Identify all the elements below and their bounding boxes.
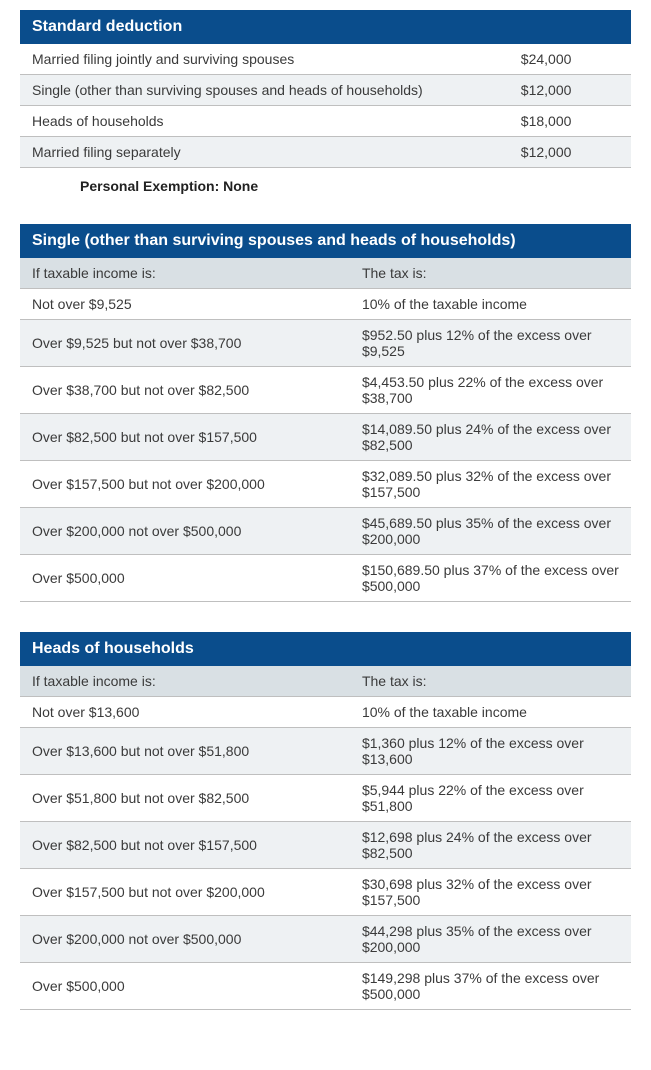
table-row: Over $500,000$149,298 plus 37% of the ex… (20, 963, 631, 1010)
bracket-tax: $150,689.50 plus 37% of the excess over … (350, 555, 631, 602)
standard-deduction-table: Married filing jointly and surviving spo… (20, 44, 631, 168)
bracket-tax: $1,360 plus 12% of the excess over $13,6… (350, 728, 631, 775)
col-income-header: If taxable income is: (20, 666, 350, 697)
bracket-income: Over $157,500 but not over $200,000 (20, 461, 350, 508)
single-brackets-subheader: If taxable income is: The tax is: (20, 258, 631, 289)
table-row: Over $157,500 but not over $200,000$30,6… (20, 869, 631, 916)
bracket-income: Over $51,800 but not over $82,500 (20, 775, 350, 822)
bracket-income: Over $9,525 but not over $38,700 (20, 320, 350, 367)
table-row: Married filing separately$12,000 (20, 137, 631, 168)
hoh-brackets-rows: Not over $13,60010% of the taxable incom… (20, 697, 631, 1010)
deduction-label: Heads of households (20, 106, 509, 137)
table-row: Over $82,500 but not over $157,500$14,08… (20, 414, 631, 461)
bracket-income: Not over $13,600 (20, 697, 350, 728)
hoh-brackets-table: If taxable income is: The tax is: Not ov… (20, 666, 631, 1010)
deduction-amount: $18,000 (509, 106, 631, 137)
table-row: Not over $13,60010% of the taxable incom… (20, 697, 631, 728)
table-row: Heads of households$18,000 (20, 106, 631, 137)
hoh-brackets-subheader: If taxable income is: The tax is: (20, 666, 631, 697)
bracket-tax: $4,453.50 plus 22% of the excess over $3… (350, 367, 631, 414)
standard-deduction-section: Standard deduction Married filing jointl… (20, 10, 631, 194)
table-row: Over $200,000 not over $500,000$45,689.5… (20, 508, 631, 555)
deduction-amount: $12,000 (509, 75, 631, 106)
bracket-tax: $952.50 plus 12% of the excess over $9,5… (350, 320, 631, 367)
deduction-label: Married filing separately (20, 137, 509, 168)
bracket-income: Over $82,500 but not over $157,500 (20, 822, 350, 869)
deduction-label: Married filing jointly and surviving spo… (20, 44, 509, 75)
table-row: Over $13,600 but not over $51,800$1,360 … (20, 728, 631, 775)
bracket-tax: $32,089.50 plus 32% of the excess over $… (350, 461, 631, 508)
col-income-header: If taxable income is: (20, 258, 350, 289)
table-row: Over $82,500 but not over $157,500$12,69… (20, 822, 631, 869)
deduction-label: Single (other than surviving spouses and… (20, 75, 509, 106)
table-row: Over $38,700 but not over $82,500$4,453.… (20, 367, 631, 414)
bracket-tax: 10% of the taxable income (350, 697, 631, 728)
col-tax-header: The tax is: (350, 258, 631, 289)
col-tax-header: The tax is: (350, 666, 631, 697)
bracket-tax: $14,089.50 plus 24% of the excess over $… (350, 414, 631, 461)
bracket-income: Over $13,600 but not over $51,800 (20, 728, 350, 775)
single-brackets-title: Single (other than surviving spouses and… (20, 224, 631, 258)
table-row: Single (other than surviving spouses and… (20, 75, 631, 106)
table-row: Over $9,525 but not over $38,700$952.50 … (20, 320, 631, 367)
standard-deduction-title: Standard deduction (20, 10, 631, 44)
table-row: Over $157,500 but not over $200,000$32,0… (20, 461, 631, 508)
table-row: Not over $9,52510% of the taxable income (20, 289, 631, 320)
bracket-tax: $45,689.50 plus 35% of the excess over $… (350, 508, 631, 555)
table-row: Married filing jointly and surviving spo… (20, 44, 631, 75)
bracket-income: Not over $9,525 (20, 289, 350, 320)
single-brackets-section: Single (other than surviving spouses and… (20, 224, 631, 602)
bracket-tax: $12,698 plus 24% of the excess over $82,… (350, 822, 631, 869)
deduction-amount: $24,000 (509, 44, 631, 75)
bracket-income: Over $500,000 (20, 963, 350, 1010)
deduction-amount: $12,000 (509, 137, 631, 168)
bracket-tax: $44,298 plus 35% of the excess over $200… (350, 916, 631, 963)
bracket-tax: $30,698 plus 32% of the excess over $157… (350, 869, 631, 916)
table-row: Over $51,800 but not over $82,500$5,944 … (20, 775, 631, 822)
bracket-income: Over $82,500 but not over $157,500 (20, 414, 350, 461)
personal-exemption-note: Personal Exemption: None (20, 168, 631, 194)
bracket-income: Over $200,000 not over $500,000 (20, 508, 350, 555)
hoh-brackets-section: Heads of households If taxable income is… (20, 632, 631, 1010)
single-brackets-rows: Not over $9,52510% of the taxable income… (20, 289, 631, 602)
bracket-income: Over $200,000 not over $500,000 (20, 916, 350, 963)
standard-deduction-rows: Married filing jointly and surviving spo… (20, 44, 631, 168)
single-brackets-table: If taxable income is: The tax is: Not ov… (20, 258, 631, 602)
bracket-income: Over $500,000 (20, 555, 350, 602)
bracket-tax: $5,944 plus 22% of the excess over $51,8… (350, 775, 631, 822)
table-row: Over $200,000 not over $500,000$44,298 p… (20, 916, 631, 963)
bracket-income: Over $157,500 but not over $200,000 (20, 869, 350, 916)
bracket-tax: 10% of the taxable income (350, 289, 631, 320)
hoh-brackets-title: Heads of households (20, 632, 631, 666)
table-row: Over $500,000$150,689.50 plus 37% of the… (20, 555, 631, 602)
bracket-income: Over $38,700 but not over $82,500 (20, 367, 350, 414)
bracket-tax: $149,298 plus 37% of the excess over $50… (350, 963, 631, 1010)
